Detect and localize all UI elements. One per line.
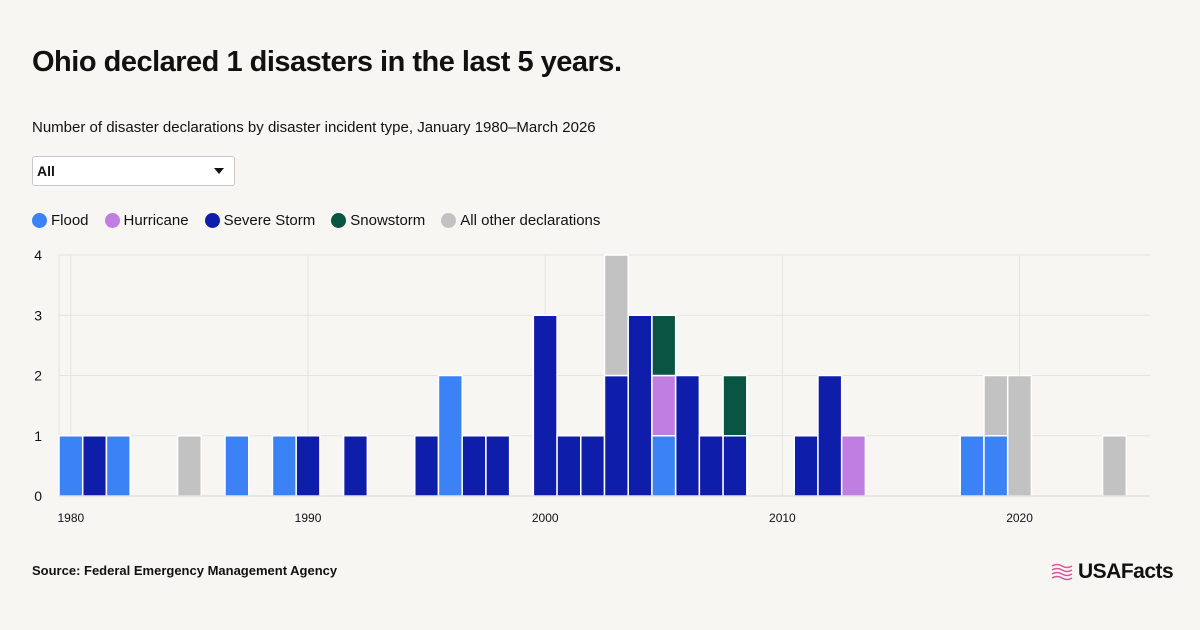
x-tick-label: 2020 bbox=[1006, 511, 1033, 525]
bar-segment bbox=[1101, 435, 1128, 497]
bar-segment bbox=[295, 435, 321, 497]
bar-segment bbox=[461, 435, 487, 497]
x-tick-label: 1990 bbox=[295, 511, 322, 525]
legend-item[interactable]: Hurricane bbox=[104, 212, 189, 229]
legend-label: Snowstorm bbox=[350, 212, 426, 229]
bar-segment bbox=[532, 314, 558, 497]
legend-label: Flood bbox=[51, 212, 89, 229]
x-tick-label: 2010 bbox=[769, 511, 796, 525]
bar-segment bbox=[176, 435, 203, 497]
y-tick-label: 4 bbox=[34, 247, 42, 263]
bar-segment bbox=[698, 435, 724, 497]
bar-segment bbox=[722, 435, 748, 497]
x-tick-label: 2000 bbox=[532, 511, 559, 525]
usafacts-logo[interactable]: USAFacts bbox=[1050, 560, 1174, 584]
bar-segment bbox=[840, 435, 867, 497]
chevron-down-icon bbox=[214, 168, 224, 174]
x-tick-label: 1980 bbox=[58, 511, 85, 525]
legend-label: All other declarations bbox=[460, 212, 601, 229]
chart-legend: Flood Hurricane Severe Storm Snowstorm All o… bbox=[32, 212, 616, 229]
bar-segment bbox=[580, 435, 606, 497]
bar-segment bbox=[81, 435, 108, 497]
legend-item[interactable]: Flood bbox=[32, 212, 89, 229]
bar-segment bbox=[437, 374, 463, 497]
legend-item[interactable]: Snowstorm bbox=[331, 212, 425, 229]
bar-segment bbox=[627, 314, 653, 497]
bar-segment bbox=[983, 374, 1009, 437]
bar-segment bbox=[414, 435, 440, 497]
bar-segment bbox=[58, 435, 84, 497]
bar-segment bbox=[651, 314, 677, 377]
bar-segment bbox=[651, 435, 677, 497]
bar-segment bbox=[485, 435, 511, 497]
y-tick-label: 0 bbox=[34, 488, 42, 504]
bar-chart: 0 1 2 3 4 1980 1990 2000 2010 2020 bbox=[34, 247, 1150, 525]
legend-item[interactable]: Severe Storm bbox=[204, 212, 316, 229]
bar-segment bbox=[603, 254, 629, 377]
incident-type-dropdown[interactable]: All bbox=[32, 156, 235, 186]
legend-swatch bbox=[204, 213, 220, 228]
source-note: Source: Federal Emergency Management Age… bbox=[32, 563, 338, 578]
y-tick-label: 2 bbox=[34, 368, 42, 384]
legend-swatch bbox=[32, 213, 47, 228]
bar-segment bbox=[817, 374, 843, 497]
legend-swatch bbox=[331, 213, 347, 228]
bar-segment bbox=[342, 435, 369, 497]
bar-segment bbox=[105, 435, 131, 497]
bar-segment bbox=[651, 374, 677, 437]
bar-segment bbox=[722, 374, 748, 437]
legend-swatch bbox=[441, 213, 457, 228]
y-tick-label: 3 bbox=[34, 307, 42, 323]
dropdown-selected-value: All bbox=[37, 163, 55, 179]
bar-segment bbox=[556, 435, 582, 497]
legend-label: Severe Storm bbox=[223, 212, 316, 229]
bar-segment bbox=[271, 435, 297, 497]
bar-segment bbox=[983, 435, 1009, 497]
legend-swatch bbox=[104, 213, 120, 228]
bar-segment bbox=[793, 435, 819, 497]
chart-subtitle: Number of disaster declarations by disas… bbox=[32, 119, 596, 136]
legend-label: Hurricane bbox=[123, 212, 189, 229]
flag-icon bbox=[1051, 563, 1073, 581]
bar-segment bbox=[224, 435, 250, 497]
brand-name: USAFacts bbox=[1078, 560, 1174, 583]
bar-segment bbox=[1006, 374, 1033, 497]
legend-item[interactable]: All other declarations bbox=[441, 212, 600, 229]
y-tick-label: 1 bbox=[34, 428, 42, 444]
bar-segment bbox=[603, 374, 629, 497]
bar-segment bbox=[959, 435, 985, 497]
chart-title: Ohio declared 1 disasters in the last 5 … bbox=[32, 46, 622, 78]
bar-segment bbox=[674, 374, 701, 497]
